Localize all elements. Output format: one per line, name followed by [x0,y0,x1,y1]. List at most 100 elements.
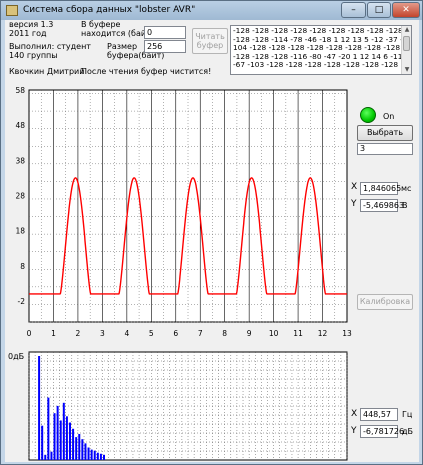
y-tick-label: 18 [15,227,25,236]
minimize-button[interactable]: – [341,2,366,18]
x-tick-label: 11 [293,329,303,338]
spectrum-bar [41,425,44,460]
x-tick-label: 3 [100,329,105,338]
x-tick-label: 4 [124,329,129,338]
read-buffer-button-line2: буфер [196,41,224,50]
calibrate-button[interactable]: Калибровка [357,294,413,310]
x-tick-label: 1 [51,329,56,338]
spectrum-bar [69,422,71,460]
x-tick-label: 13 [342,329,352,338]
memo-scrollbar[interactable]: ▲ ▼ [401,26,411,74]
x-tick-label: 9 [247,329,252,338]
x-tick-label: 10 [269,329,279,338]
cursor-y-label: Y [351,199,357,209]
y-tick-label: 8 [20,262,25,271]
spectrum-bar [38,356,41,460]
spectrum-bar [75,437,78,460]
fft-y-field[interactable]: -6,781726 [360,425,404,438]
cursor-y-unit: В [402,201,408,210]
oscilloscope-grid [28,90,348,323]
spectrum-bar [93,450,96,460]
maximize-button[interactable]: □ [367,2,391,18]
close-button[interactable]: ✕ [392,2,420,18]
in-buffer-label-line2: находится (байт) [81,29,154,38]
spectrum-bar [44,454,47,460]
spectrum-top-label: 0дБ [8,352,24,361]
buffer-size-label-line1: Размер [107,42,138,51]
scroll-thumb[interactable] [403,36,410,51]
memo-line: -67 -103 -128 -128 -128 -128 -128 -128 -… [233,60,399,69]
fft-y-label: Y [351,426,357,436]
y-tick-label: 28 [15,191,25,200]
spectrum-bar [103,454,105,460]
spectrum-bar [50,451,53,460]
year-label: 2011 год [9,29,47,38]
y-tick-label: 38 [15,156,25,165]
x-tick-label: 0 [27,329,32,338]
spectrum-bar [59,420,62,460]
signal-line [29,177,347,295]
x-tick-label: 8 [222,329,227,338]
cursor-x-field[interactable]: 1,846065 [360,182,401,195]
cursor-x-unit: мс [401,184,412,193]
y-tick-label: -2 [18,297,26,306]
spectrum-bar [81,439,84,460]
cursor-y-field[interactable]: -5,469863 [360,199,404,212]
spectrum-bar [72,428,75,460]
author-label-line2: 140 группы [9,51,58,60]
spectrum-bar [90,449,93,460]
y-tick-label: 48 [15,121,25,130]
scroll-down-icon[interactable]: ▼ [404,66,410,73]
in-buffer-label-line1: В буфере [81,20,121,29]
read-buffer-button[interactable]: Читать буфер [192,28,228,54]
scroll-up-icon[interactable]: ▲ [404,26,410,33]
spectrum-chart[interactable]: 0дБ [5,350,353,462]
spectrum-bar [99,453,102,460]
memo-line: 104 -128 -128 -128 -128 -128 -128 -128 -… [233,43,401,52]
buffer-clear-note: После чтения буфер чистится! [81,67,212,76]
spectrum-bar [84,443,87,460]
buffer-size-field[interactable]: 256 [144,40,186,53]
led-label: On [383,112,395,121]
spectrum-bar [87,447,90,460]
fft-y-unit: дБ [402,427,414,436]
client-area: версия 1.3 2011 год Выполнил: студент 14… [5,20,419,462]
oscilloscope-plot-area [28,89,348,323]
fft-x-label: X [351,409,358,419]
x-tick-label: 12 [318,329,328,338]
memo-line: -128 -128 -128 -128 -128 -128 -128 -128 … [233,26,403,35]
spectrum-bar [62,402,65,460]
spectrum-bars [38,356,105,460]
author-name-label: Квочкин Дмитрий [9,67,85,76]
oscilloscope-y-ticks: 58 48 38 28 18 8 -2 [15,86,25,306]
spectrum-bar [78,434,81,460]
spectrum-grid [28,352,348,460]
x-tick-label: 2 [76,329,81,338]
version-label: версия 1.3 [9,20,54,29]
data-memo[interactable]: -128 -128 -128 -128 -128 -128 -128 -128 … [230,25,412,75]
x-tick-label: 7 [198,329,203,338]
fft-x-field[interactable]: 448,57 [360,408,398,421]
connection-led-icon [360,107,376,123]
spectrum-bar [65,416,68,460]
spectrum-bar [96,452,99,460]
port-field[interactable]: 3 [357,143,413,155]
select-port-button[interactable]: Выбрать порт [357,125,413,151]
spectrum-bar [47,397,50,460]
read-buffer-button-line1: Читать [195,32,225,41]
in-buffer-field[interactable]: 0 [144,26,186,39]
app-icon [6,5,18,16]
fft-x-unit: Гц [402,410,413,419]
y-tick-label: 58 [15,86,25,95]
cursor-x-label: X [351,182,358,192]
author-label-line1: Выполнил: студент [9,42,91,51]
title-bar[interactable]: Система сбора данных "lobster AVR" – □ ✕ [1,1,422,20]
buffer-size-label-line2: буфера(байт) [107,51,165,60]
spectrum-bar [53,413,56,460]
memo-line: -128 -128 -114 -78 -46 -18 1 12 13 5 -12… [233,34,412,44]
spectrum-bar [56,405,59,460]
x-tick-label: 6 [173,329,178,338]
window-title: Система сбора данных "lobster AVR" [23,5,196,15]
